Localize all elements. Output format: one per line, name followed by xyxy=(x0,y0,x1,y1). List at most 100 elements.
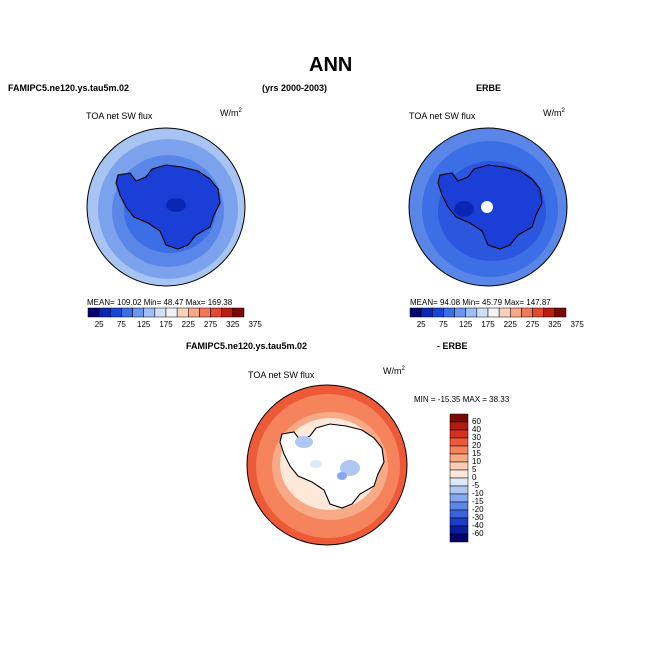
right-field-label: TOA net SW flux xyxy=(409,111,476,121)
left-field-label: TOA net SW flux xyxy=(86,111,153,121)
years-range: (yrs 2000-2003) xyxy=(262,83,328,93)
colorbar-swatch xyxy=(449,509,469,519)
colorbar-tick-label: 25 xyxy=(416,320,426,329)
diff-colorbar xyxy=(449,413,469,543)
right-units-sup: 2 xyxy=(561,108,565,114)
diff-units: W/m2 xyxy=(383,366,405,376)
colorbar-tick-label: 60 xyxy=(472,417,481,426)
right-colorbar-labels: 25 75 125 175 225 275 325 375 xyxy=(410,320,584,330)
left-units-text: W/m xyxy=(220,108,239,118)
colorbar-swatch xyxy=(449,517,469,527)
colorbar-swatch xyxy=(188,307,200,318)
colorbar-swatch xyxy=(449,485,469,495)
colorbar-tick-label: -5 xyxy=(472,481,480,490)
colorbar-tick-label: 125 xyxy=(459,320,473,329)
colorbar-swatch xyxy=(199,307,211,318)
colorbar-swatch xyxy=(176,307,189,318)
colorbar-tick-label: 0 xyxy=(472,473,477,482)
left-stats: MEAN= 109.02 Min= 48.47 Max= 169.38 xyxy=(87,298,233,307)
left-colorbar xyxy=(87,307,245,318)
colorbar-swatch xyxy=(409,307,422,318)
colorbar-tick-label: 275 xyxy=(203,320,218,329)
colorbar-swatch xyxy=(521,307,533,318)
diff-minmax: MIN = -15.35 MAX = 38.33 xyxy=(414,395,510,404)
colorbar-tick-label: 15 xyxy=(472,449,481,458)
colorbar-swatch xyxy=(154,307,167,318)
diff-polar-map xyxy=(246,384,408,546)
diff-obs-name: - ERBE xyxy=(437,341,468,351)
colorbar-swatch xyxy=(132,307,144,318)
colorbar-swatch xyxy=(449,437,469,447)
colorbar-tick-label: -20 xyxy=(472,505,484,514)
colorbar-tick-label: 225 xyxy=(503,320,517,329)
colorbar-swatch xyxy=(454,307,466,318)
colorbar-swatch xyxy=(476,307,489,318)
colorbar-tick-label: -30 xyxy=(472,513,484,522)
case-name: FAMIPC5.ne120.ys.tau5m.02 xyxy=(8,83,130,93)
colorbar-swatch xyxy=(543,307,556,318)
colorbar-swatch xyxy=(487,307,500,318)
colorbar-swatch xyxy=(498,307,511,318)
colorbar-tick-label: -60 xyxy=(472,529,484,538)
right-colorbar xyxy=(409,307,567,318)
colorbar-swatch xyxy=(432,307,444,318)
colorbar-tick-label: 25 xyxy=(94,320,104,329)
colorbar-tick-label: 375 xyxy=(248,320,262,329)
colorbar-tick-label: 75 xyxy=(116,320,126,329)
colorbar-swatch xyxy=(449,501,469,511)
right-units-text: W/m xyxy=(543,108,562,118)
colorbar-tick-label: 75 xyxy=(438,320,448,329)
colorbar-swatch xyxy=(221,307,234,318)
right-polar-map xyxy=(408,127,568,287)
colorbar-tick-label: 30 xyxy=(472,433,481,442)
colorbar-swatch xyxy=(449,469,469,479)
colorbar-swatch xyxy=(98,307,111,318)
colorbar-swatch xyxy=(449,461,469,471)
right-stats: MEAN= 94.08 Min= 45.79 Max= 147.87 xyxy=(410,298,551,307)
left-units: W/m2 xyxy=(220,108,242,118)
colorbar-tick-label: 225 xyxy=(181,320,195,329)
colorbar-tick-label: 375 xyxy=(570,320,584,329)
colorbar-swatch xyxy=(143,307,156,318)
diff-colorbar-labels: 60 40 30 20 15 10 5 0 -5 -10 -15 -20 -30 -40 -60 xyxy=(472,414,502,542)
diff-field-label: TOA net SW flux xyxy=(248,370,315,380)
colorbar-swatch xyxy=(532,307,544,318)
colorbar-tick-label: 175 xyxy=(481,320,495,329)
colorbar-swatch xyxy=(449,445,469,455)
colorbar-swatch xyxy=(449,525,469,535)
left-units-sup: 2 xyxy=(238,108,242,114)
colorbar-tick-label: 20 xyxy=(472,441,481,450)
colorbar-tick-label: -15 xyxy=(472,497,484,506)
colorbar-tick-label: -40 xyxy=(472,521,484,530)
colorbar-swatch xyxy=(449,493,469,503)
colorbar-swatch xyxy=(165,307,178,318)
colorbar-tick-label: 40 xyxy=(472,425,481,434)
colorbar-swatch xyxy=(232,307,245,318)
colorbar-swatch xyxy=(449,477,469,487)
colorbar-swatch xyxy=(210,307,222,318)
colorbar-swatch xyxy=(554,307,567,318)
colorbar-swatch xyxy=(465,307,478,318)
colorbar-swatch xyxy=(87,307,100,318)
right-units: W/m2 xyxy=(543,108,565,118)
colorbar-tick-label: 125 xyxy=(137,320,151,329)
obs-name: ERBE xyxy=(476,83,502,93)
left-polar-map xyxy=(86,127,246,287)
left-colorbar-labels: 25 75 125 175 225 275 325 375 xyxy=(88,320,262,330)
colorbar-tick-label: 275 xyxy=(525,320,540,329)
colorbar-tick-label: 325 xyxy=(548,320,562,329)
colorbar-tick-label: 5 xyxy=(472,465,477,474)
colorbar-swatch xyxy=(510,307,522,318)
diff-case-name: FAMIPC5.ne120.ys.tau5m.02 xyxy=(186,341,308,351)
colorbar-tick-label: 175 xyxy=(159,320,173,329)
colorbar-swatch xyxy=(420,307,433,318)
diff-units-text: W/m xyxy=(383,366,402,376)
colorbar-tick-label: -10 xyxy=(472,489,484,498)
colorbar-swatch xyxy=(449,421,469,431)
colorbar-swatch xyxy=(443,307,455,318)
colorbar-swatch xyxy=(449,453,469,463)
colorbar-tick-label: 10 xyxy=(472,457,481,466)
colorbar-swatch xyxy=(449,413,469,423)
colorbar-tick-label: 325 xyxy=(226,320,240,329)
colorbar-swatch xyxy=(449,429,469,439)
